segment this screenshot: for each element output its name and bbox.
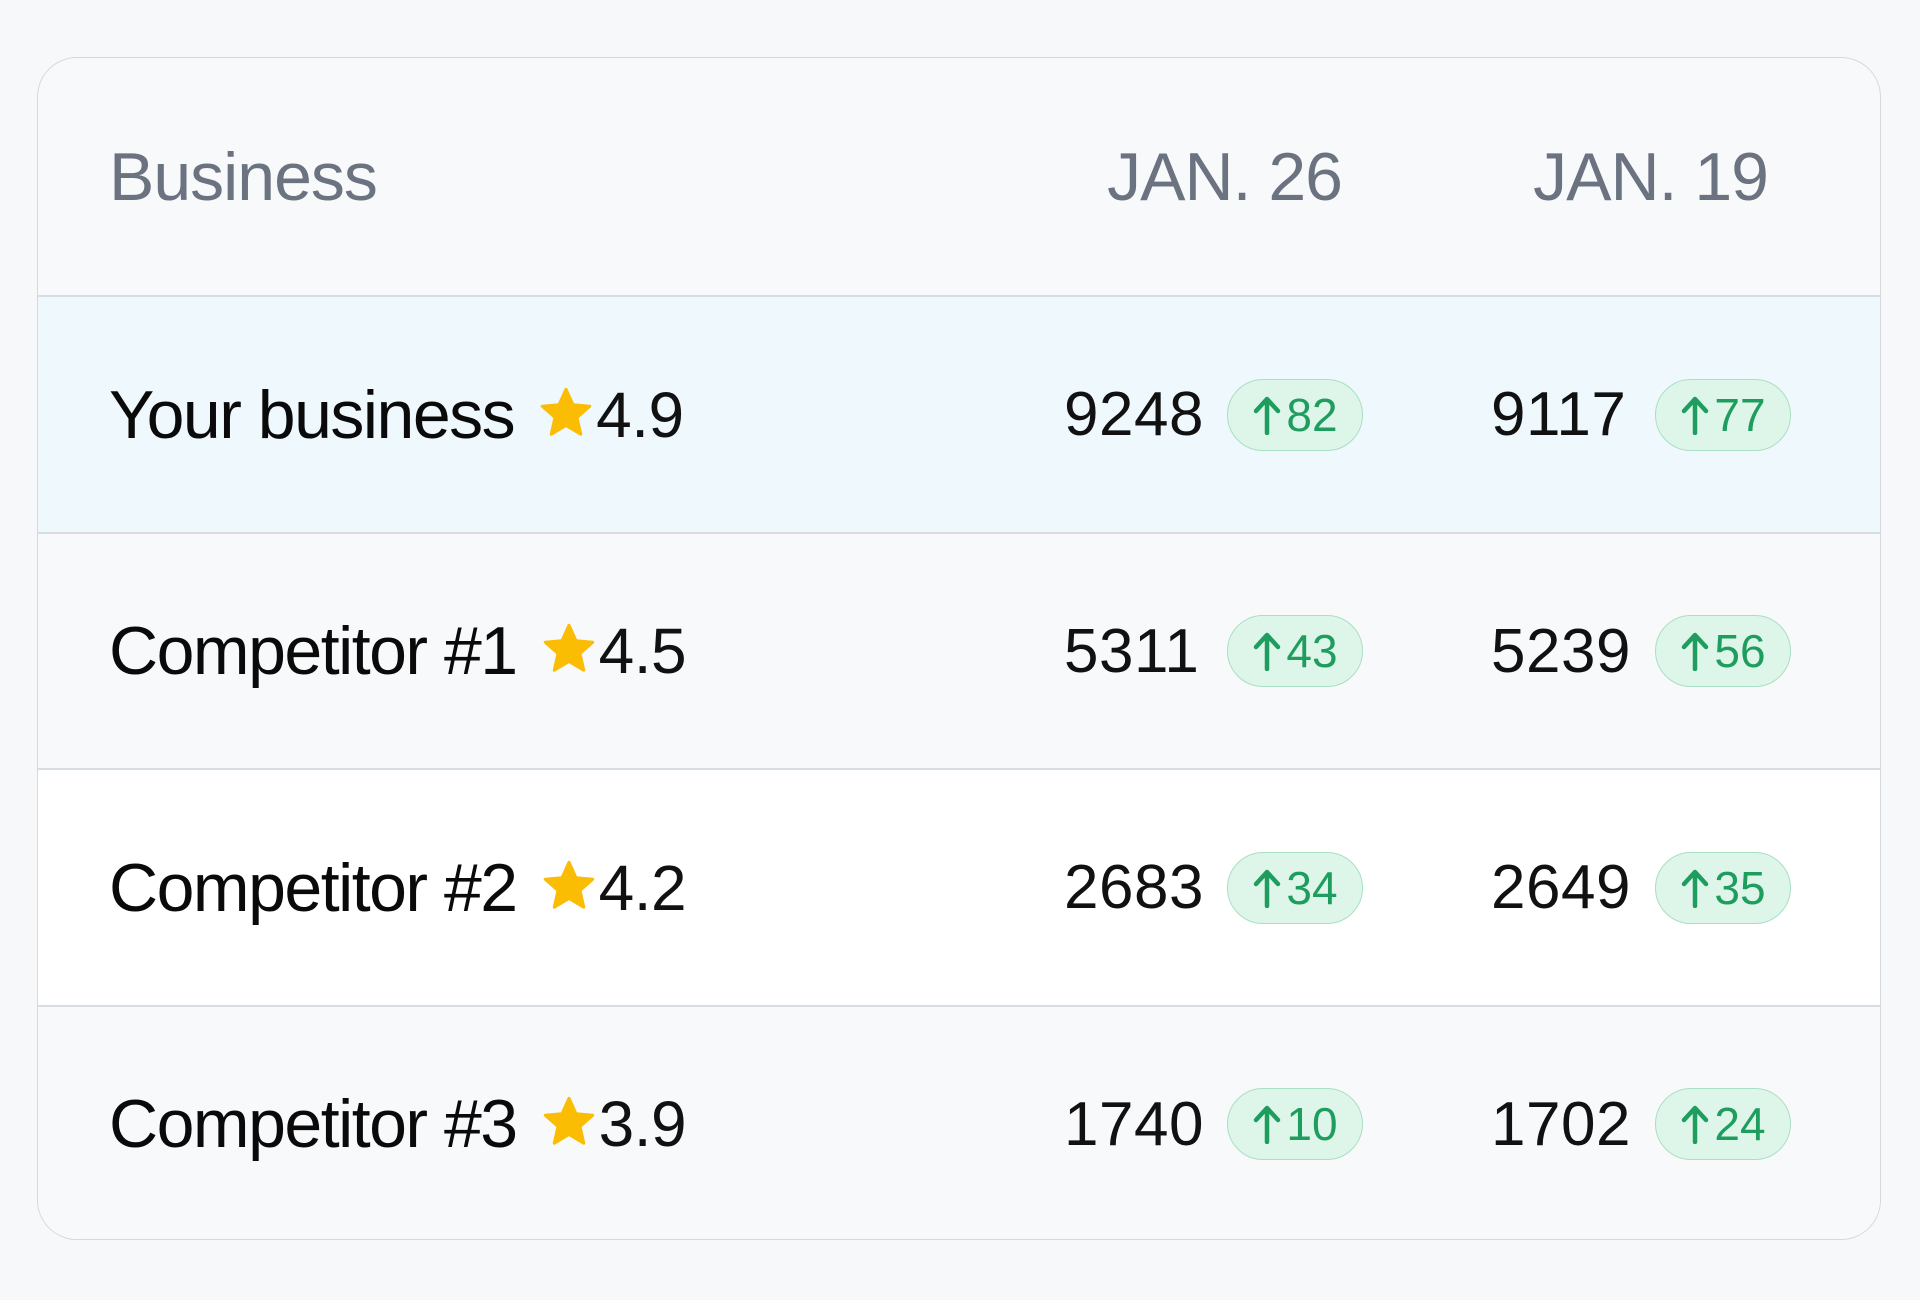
- header-date-2: JAN. 19: [1533, 139, 1769, 215]
- arrow-up-icon: [1254, 396, 1281, 435]
- business-cell: Competitor #3 3.9: [109, 1007, 687, 1239]
- value-date-2: 1702: [1491, 1089, 1631, 1159]
- arrow-up-icon: [1682, 396, 1709, 435]
- ranking-table-card: Business JAN. 26 JAN. 19 Your business 4…: [37, 57, 1881, 1240]
- business-name: Your business: [109, 376, 516, 453]
- table-row-competitor-3[interactable]: Competitor #3 3.9 1740 10 1702 24: [38, 1005, 1880, 1239]
- change-badge-date-2: 56: [1655, 615, 1791, 687]
- value-date-2: 9117: [1491, 380, 1627, 449]
- change-badge-date-1: 43: [1227, 615, 1363, 687]
- change-badge-date-2: 77: [1655, 378, 1791, 451]
- value-date-2: 5239: [1491, 616, 1631, 686]
- table-row-competitor-2[interactable]: Competitor #2 4.2 2683 34 2649 35: [38, 768, 1880, 1005]
- rating-value: 4.9: [596, 378, 684, 451]
- change-value: 56: [1714, 625, 1766, 677]
- business-name: Competitor #2: [109, 849, 518, 926]
- business-name: Competitor #3: [109, 1086, 518, 1162]
- business-name: Competitor #1: [109, 613, 518, 689]
- change-badge-date-2: 35: [1655, 851, 1791, 924]
- star-icon: [543, 623, 594, 672]
- value-date-1: 2683: [1064, 853, 1204, 922]
- arrow-up-icon: [1254, 632, 1281, 671]
- rating-value: 4.5: [598, 615, 687, 687]
- star-icon: [543, 860, 594, 909]
- arrow-up-icon: [1682, 632, 1709, 671]
- table-header: Business JAN. 26 JAN. 19: [38, 58, 1880, 295]
- change-badge-date-1: 82: [1227, 378, 1363, 451]
- arrow-up-icon: [1682, 1105, 1709, 1144]
- change-value: 82: [1286, 388, 1338, 441]
- rating-value: 3.9: [598, 1088, 687, 1160]
- arrow-up-icon: [1254, 869, 1281, 908]
- change-badge-date-2: 24: [1655, 1088, 1791, 1160]
- value-date-1: 1740: [1064, 1089, 1204, 1159]
- change-value: 34: [1286, 861, 1338, 914]
- value-date-1: 9248: [1064, 380, 1204, 449]
- change-value: 43: [1286, 625, 1338, 677]
- header-date-1: JAN. 26: [1107, 139, 1343, 215]
- star-icon: [540, 387, 592, 436]
- change-value: 77: [1714, 388, 1766, 441]
- table-row-your-business[interactable]: Your business 4.9 9248 82 9117 77: [38, 295, 1880, 532]
- arrow-up-icon: [1254, 1105, 1281, 1144]
- business-cell: Your business 4.9: [109, 297, 684, 532]
- business-cell: Competitor #2 4.2: [109, 770, 687, 1005]
- arrow-up-icon: [1682, 869, 1709, 908]
- table-row-competitor-1[interactable]: Competitor #1 4.5 5311 43 5239 56: [38, 532, 1880, 768]
- change-value: 10: [1286, 1098, 1338, 1150]
- value-date-2: 2649: [1491, 853, 1631, 922]
- business-cell: Competitor #1 4.5: [109, 534, 687, 768]
- star-icon: [543, 1096, 594, 1145]
- header-business: Business: [109, 139, 378, 215]
- change-value: 35: [1714, 861, 1766, 914]
- value-date-1: 5311: [1064, 616, 1200, 686]
- change-badge-date-1: 34: [1227, 851, 1363, 924]
- change-badge-date-1: 10: [1227, 1088, 1363, 1160]
- rating-value: 4.2: [598, 851, 687, 924]
- change-value: 24: [1714, 1098, 1766, 1150]
